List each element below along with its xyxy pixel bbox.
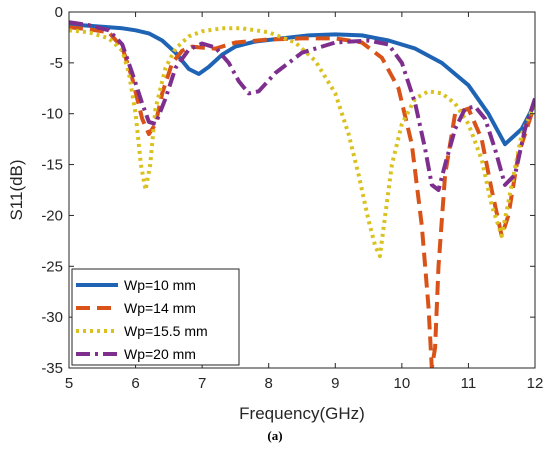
x-tick-label: 7 <box>198 375 206 392</box>
y-tick-label: 0 <box>55 4 63 21</box>
y-tick-label: -25 <box>41 258 63 275</box>
y-tick-label: -10 <box>41 106 63 123</box>
series-layer <box>69 20 535 368</box>
legend-label: Wp=15.5 mm <box>124 323 208 339</box>
series-line-1 <box>69 22 535 147</box>
x-tick-label: 6 <box>131 375 139 392</box>
x-tick-label: 8 <box>265 375 273 392</box>
legend-item: Wp=14 mm <box>76 300 196 316</box>
legend-item: Wp=20 mm <box>76 346 196 362</box>
legend-label: Wp=20 mm <box>124 346 196 362</box>
x-tick-label: 11 <box>461 375 477 392</box>
series-line-4 <box>69 20 535 192</box>
y-tick-label: -15 <box>41 157 63 174</box>
x-tick-label: 5 <box>65 375 73 392</box>
x-tick-label: 10 <box>394 375 411 392</box>
legend-item: Wp=15.5 mm <box>76 323 208 339</box>
ticks-layer: 5 6 7 8 9 10 11 12 0 -5 -10 -15 -20 -25 -30 -35 <box>41 4 543 392</box>
figure-caption: (a) <box>267 428 283 443</box>
series-line-2 <box>69 25 535 368</box>
plot-frame <box>68 11 536 369</box>
legend-label: Wp=14 mm <box>124 300 196 316</box>
y-axis-label: S11(dB) <box>7 159 26 220</box>
legend: Wp=10 mm Wp=14 mm Wp=15.5 mm Wp=20 mm <box>71 268 240 366</box>
series-line-3 <box>69 26 535 259</box>
legend-item: Wp=10 mm <box>76 277 196 293</box>
x-axis-label: Frequency(GHz) <box>239 404 365 423</box>
y-tick-label: -20 <box>41 207 63 224</box>
x-tick-label: 9 <box>331 375 339 392</box>
y-tick-label: -30 <box>41 309 63 326</box>
x-tick-label: 12 <box>527 375 544 392</box>
y-tick-label: -5 <box>50 55 63 72</box>
y-tick-label: -35 <box>41 360 63 377</box>
legend-label: Wp=10 mm <box>124 277 196 293</box>
